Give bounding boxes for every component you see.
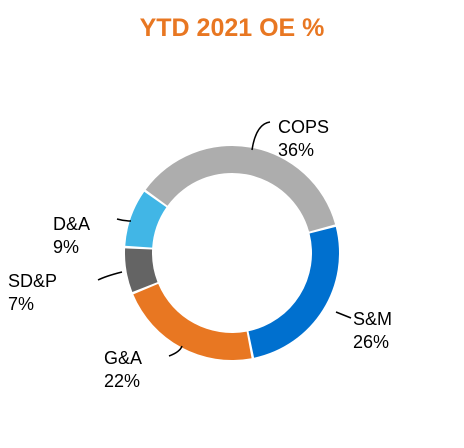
chart-title: YTD 2021 OE % [139,14,325,42]
slice-label: COPS [278,117,329,137]
slice-value-label: 22% [104,371,140,391]
slice-sd-p [124,248,158,292]
leader-line [97,271,123,281]
slice-value-label: 7% [8,294,34,314]
leader-line [335,311,352,319]
leader-line [116,218,132,222]
slice-d-a [125,191,167,248]
leader-line [251,121,271,151]
slice-label: S&M [353,309,392,329]
leader-line [168,345,183,357]
slice-label: D&A [53,214,90,234]
slice-cops [145,146,336,232]
slice-s-m [248,226,339,358]
slice-value-label: 9% [53,237,79,257]
slice-g-a [133,283,252,360]
slice-value-label: 26% [353,332,389,352]
slice-label: SD&P [8,271,57,291]
slice-label: G&A [104,348,142,368]
slice-value-label: 36% [278,140,314,160]
